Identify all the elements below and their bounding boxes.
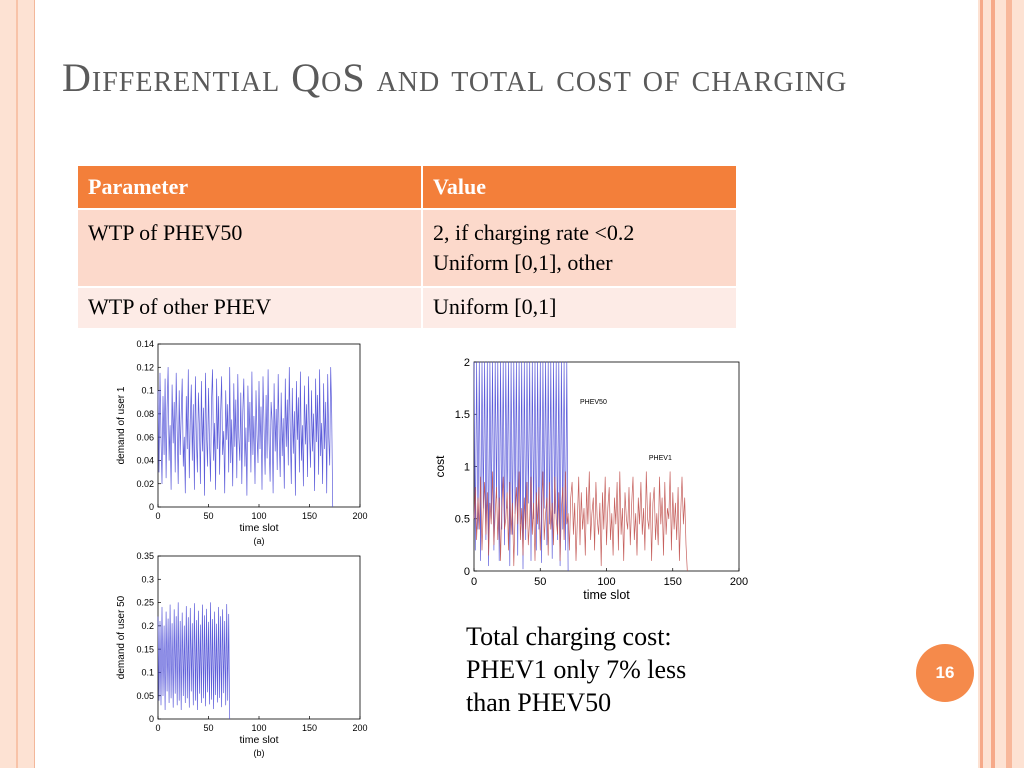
table-header-parameter: Parameter [78, 166, 423, 209]
slide-title: Differential QoS and total cost of charg… [62, 55, 848, 100]
series-line-demand [157, 602, 231, 720]
x-tick-label: 50 [203, 511, 213, 521]
y-tick-label: 0.05 [136, 691, 154, 701]
series-annotation: PHEV1 [649, 455, 672, 462]
parameter-table: Parameter Value WTP of PHEV50 2, if char… [78, 166, 738, 328]
y-tick-label: 0.15 [136, 644, 154, 654]
y-tick-label: 0.02 [136, 479, 154, 489]
y-tick-label: 1 [464, 461, 470, 473]
y-tick-label: 0.14 [136, 339, 154, 349]
cost-summary-caption: Total charging cost: PHEV1 only 7% less … [466, 620, 766, 719]
chart-subcaption: (a) [254, 536, 265, 546]
right-border-stripe [991, 0, 995, 768]
x-tick-label: 200 [352, 723, 367, 733]
y-tick-label: 0.5 [455, 514, 470, 526]
y-tick-label: 0.08 [136, 409, 154, 419]
table-header-row: Parameter Value [78, 166, 738, 209]
y-axis-label: demand of user 1 [116, 386, 127, 464]
chart-demand-user-1: 0 50 100 150 200 0 0.02 0.04 0.06 0.08 0.1 0.12 0.14… [116, 339, 368, 546]
right-border-stripe [980, 0, 983, 768]
y-tick-label: 2 [464, 357, 470, 369]
table-cell-value-line: Uniform [0,1] [433, 294, 557, 319]
x-tick-label: 0 [155, 723, 160, 733]
x-tick-label: 50 [203, 723, 213, 733]
series-line-demand [157, 366, 334, 508]
table-cell-value-line: 2, if charging rate <0.2 [433, 220, 635, 245]
x-tick-label: 150 [302, 723, 317, 733]
y-tick-label: 0 [464, 566, 470, 578]
x-axis-label: time slot [239, 734, 278, 746]
table-row: WTP of other PHEV Uniform [0,1] [78, 286, 738, 328]
x-tick-label: 100 [251, 723, 266, 733]
plot-area [157, 343, 361, 508]
right-border-stripe [1006, 0, 1012, 768]
y-tick-label: 0.2 [141, 621, 154, 631]
right-decorative-border [978, 0, 1024, 768]
caption-line: PHEV1 only 7% less [466, 655, 687, 684]
left-border-stripe [16, 0, 18, 768]
chart-cost: 0 50 100 150 200 0 0.5 1 1.5 2 time slot cost PHEV50… [433, 357, 748, 602]
chart-demand-user-50: 0 50 100 150 200 0 0.05 0.1 0.15 0.2 0.25 0.3 0.35 ti… [116, 551, 368, 758]
y-tick-label: 0.3 [141, 574, 154, 584]
page-number-badge: 16 [916, 644, 974, 702]
x-tick-label: 150 [302, 511, 317, 521]
y-tick-label: 0.06 [136, 432, 154, 442]
y-tick-label: 0.35 [136, 551, 154, 561]
series-line-phev50 [473, 361, 569, 572]
caption-line: than PHEV50 [466, 688, 612, 717]
x-tick-label: 100 [597, 576, 615, 588]
table-row: WTP of PHEV50 2, if charging rate <0.2 U… [78, 208, 738, 287]
x-axis-label: time slot [583, 588, 630, 602]
caption-line: Total charging cost: [466, 622, 672, 651]
x-tick-label: 150 [664, 576, 682, 588]
table-header-value: Value [422, 166, 738, 209]
table-cell-value-line: Uniform [0,1], other [433, 250, 613, 275]
y-axis-label: cost [433, 455, 447, 478]
y-tick-label: 0 [149, 714, 154, 724]
x-tick-label: 50 [534, 576, 546, 588]
y-tick-label: 0.04 [136, 456, 154, 466]
left-decorative-border [0, 0, 35, 768]
y-tick-label: 0.25 [136, 598, 154, 608]
y-tick-label: 0.12 [136, 362, 154, 372]
table-cell-value: Uniform [0,1] [422, 286, 738, 328]
chart-subcaption: (b) [254, 748, 265, 758]
series-line-phev1 [473, 471, 688, 572]
table-cell-parameter: WTP of other PHEV [78, 286, 423, 328]
x-tick-label: 200 [730, 576, 748, 588]
plot-area [157, 555, 361, 720]
x-axis-label: time slot [239, 522, 278, 534]
y-tick-label: 0 [149, 502, 154, 512]
y-tick-label: 0.1 [141, 386, 154, 396]
series-annotation: PHEV50 [580, 399, 607, 406]
x-tick-label: 100 [251, 511, 266, 521]
x-tick-label: 0 [471, 576, 477, 588]
table-cell-value: 2, if charging rate <0.2 Uniform [0,1], … [422, 208, 738, 287]
y-tick-label: 0.1 [141, 668, 154, 678]
x-tick-label: 200 [352, 511, 367, 521]
y-axis-label: demand of user 50 [116, 595, 127, 679]
y-tick-label: 1.5 [455, 409, 470, 421]
x-tick-label: 0 [155, 511, 160, 521]
table-cell-parameter: WTP of PHEV50 [78, 208, 423, 287]
